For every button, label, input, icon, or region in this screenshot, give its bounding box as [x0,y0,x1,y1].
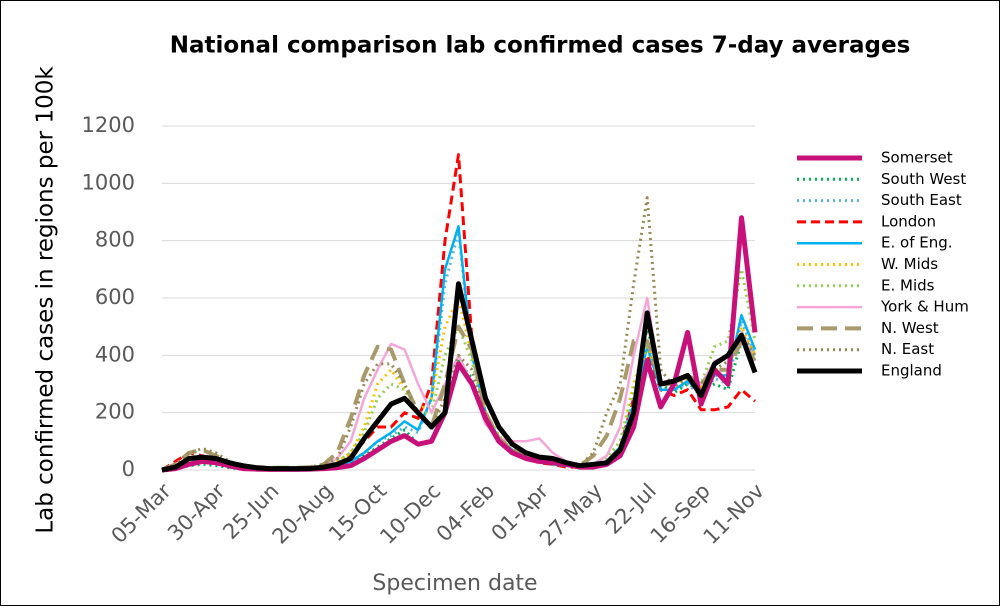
legend-label: South East [881,191,962,209]
series-line [161,325,756,472]
legend-label: E. Mids [881,276,935,294]
chart-title: National comparison lab confirmed cases … [170,33,911,59]
series-line [161,281,758,473]
y-tick-label: 1000 [82,170,135,194]
legend-label: South West [881,170,966,188]
legend-label: Somerset [881,149,953,167]
y-tick-label: 1200 [82,113,135,137]
legend-label: E. of Eng. [881,234,953,252]
y-tick-label: 0 [122,457,135,481]
y-tick-label: 200 [95,400,135,424]
y-tick-label: 600 [95,285,135,309]
legend-label: York & Hum [880,298,969,316]
plot-lines [161,153,758,473]
x-axis-title: Specimen date [372,571,537,596]
legend-label: London [881,212,936,230]
legend-label: W. Mids [881,255,938,273]
y-tick-label: 400 [95,342,135,366]
legend-label: N. West [881,319,939,337]
legend-label: England [881,362,942,380]
legend-label: N. East [881,340,934,358]
y-tick-label: 800 [95,228,135,252]
y-axis-title: Lab confirmed cases in regions per 100k [33,66,59,534]
legend: Somerset South West South East London E. of … [797,149,969,380]
